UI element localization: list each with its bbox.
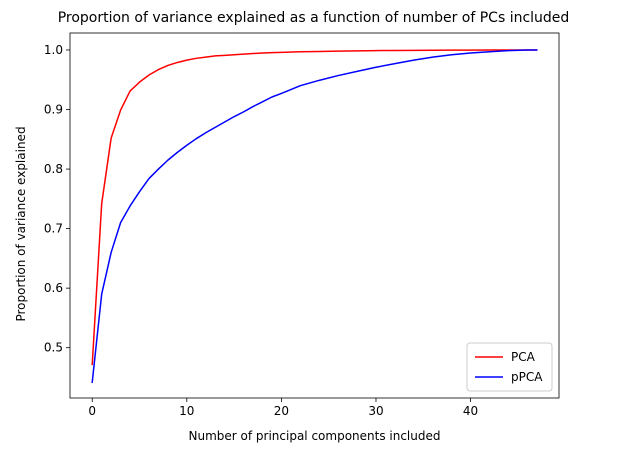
legend: PCA pPCA bbox=[466, 342, 553, 392]
legend-label-pca: PCA bbox=[511, 350, 536, 364]
series-line-pca bbox=[91, 49, 538, 366]
y-tick-label: 0.9 bbox=[44, 103, 63, 117]
x-tick-label: 20 bbox=[274, 404, 289, 418]
x-tick-label: 10 bbox=[179, 404, 194, 418]
y-tick-label: 1.0 bbox=[44, 43, 63, 57]
x-axis-label: Number of principal components included bbox=[189, 429, 441, 443]
series-line-ppca bbox=[91, 49, 538, 384]
plot-area bbox=[91, 49, 538, 384]
y-tick-label: 0.8 bbox=[44, 162, 63, 176]
x-tick-label: 40 bbox=[463, 404, 478, 418]
y-tick-label: 0.6 bbox=[44, 281, 63, 295]
chart-title: Proportion of variance explained as a fu… bbox=[58, 10, 570, 26]
y-tick-label: 0.7 bbox=[44, 222, 63, 236]
y-axis-label: Proportion of variance explained bbox=[14, 126, 28, 321]
legend-box bbox=[466, 342, 553, 392]
x-tick-label: 30 bbox=[368, 404, 383, 418]
axes-frame bbox=[69, 32, 560, 399]
x-axis: 0 10 20 30 40 bbox=[88, 398, 478, 418]
legend-label-ppca: pPCA bbox=[511, 370, 543, 384]
y-axis: 0.5 0.6 0.7 0.8 0.9 1.0 bbox=[44, 43, 70, 355]
y-tick-label: 0.5 bbox=[44, 341, 63, 355]
x-tick-label: 0 bbox=[88, 404, 96, 418]
